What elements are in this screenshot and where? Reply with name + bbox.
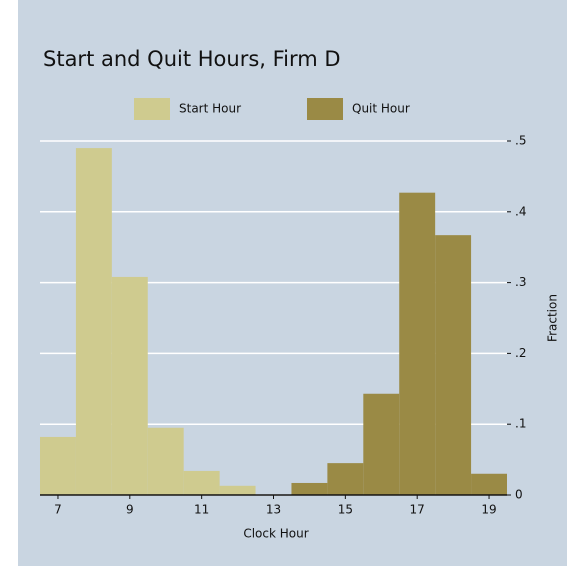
- y-tick-label: .2: [515, 346, 526, 360]
- y-tick-label: 0: [515, 488, 523, 502]
- y-tick-label: .1: [515, 417, 526, 431]
- x-tick-label: 11: [194, 503, 209, 517]
- x-tick-label: 7: [54, 503, 62, 517]
- bar: [75, 148, 112, 495]
- y-tick-label: .3: [515, 275, 526, 289]
- bar: [471, 473, 507, 495]
- bar: [147, 427, 184, 495]
- bar: [183, 470, 220, 495]
- y-tick-label: .5: [515, 134, 526, 148]
- bar: [111, 276, 148, 495]
- x-tick-label: 19: [481, 503, 496, 517]
- y-axis-label: Fraction: [546, 294, 560, 342]
- x-tick-label: 17: [410, 503, 425, 517]
- bar: [291, 482, 328, 495]
- bar: [399, 192, 436, 495]
- x-tick-label: 15: [338, 503, 353, 517]
- bar: [219, 485, 256, 495]
- legend-swatch: [307, 98, 343, 120]
- bar: [435, 235, 472, 495]
- x-axis-label: Clock Hour: [243, 527, 308, 541]
- bar: [327, 463, 364, 495]
- x-tick-label: 9: [126, 503, 134, 517]
- legend-swatch: [134, 98, 170, 120]
- bar: [40, 436, 76, 495]
- legend-label: Start Hour: [179, 102, 241, 116]
- y-tick-label: .4: [515, 204, 526, 218]
- x-tick-label: 13: [266, 503, 281, 517]
- bar: [363, 393, 400, 495]
- chart-title: Start and Quit Hours, Firm D: [43, 47, 341, 71]
- legend-label: Quit Hour: [352, 102, 410, 116]
